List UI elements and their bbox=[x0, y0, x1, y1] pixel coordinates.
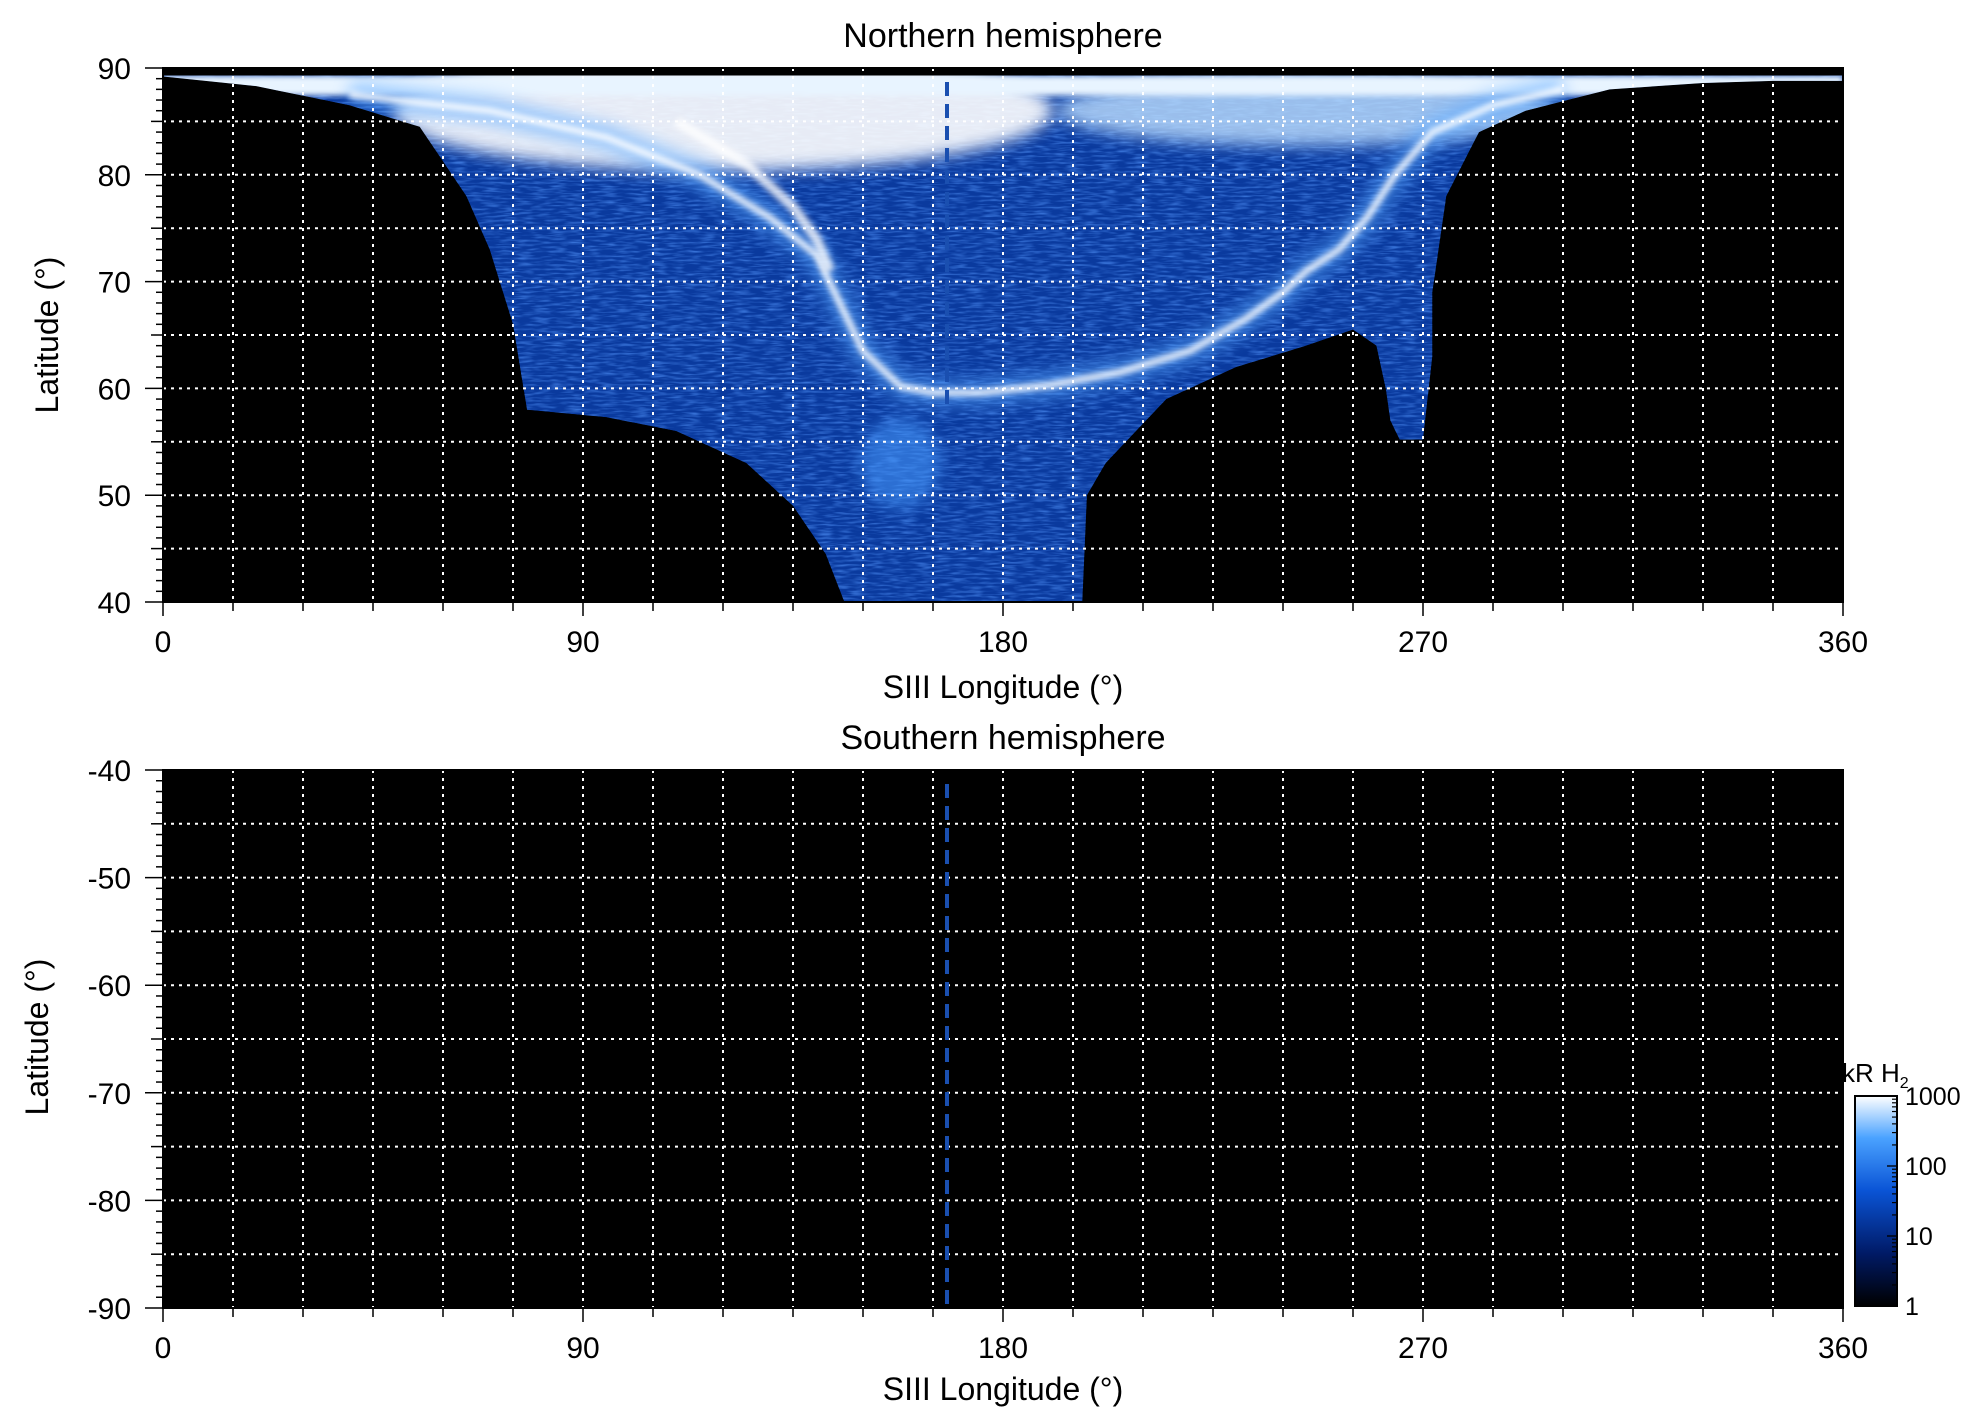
grid-lines bbox=[163, 68, 1843, 602]
y-tick-label: -90 bbox=[88, 1293, 131, 1326]
colorbar-ticks: 1 10 100 1000 bbox=[1887, 1083, 1961, 1321]
x-tick-label: 360 bbox=[1818, 1332, 1868, 1365]
y-tick-label: -60 bbox=[88, 970, 131, 1003]
x-tick-label: 180 bbox=[978, 626, 1028, 659]
y-tick-label: 90 bbox=[98, 53, 131, 86]
colorbar-tick-label: 10 bbox=[1905, 1223, 1933, 1251]
footprint-spot bbox=[860, 418, 941, 509]
colorbar-tick-label: 100 bbox=[1905, 1153, 1947, 1181]
x-ticks: 0 90 180 270 360 bbox=[155, 602, 1868, 659]
x-tick-label: 90 bbox=[566, 1332, 599, 1365]
x-tick-label: 180 bbox=[978, 1332, 1028, 1365]
colorbar-label: kR H2 bbox=[1842, 1058, 1909, 1092]
northern-hemisphere-panel: Northern hemisphere 40 50 60 70 80 90 0 90 180 2… bbox=[29, 17, 1868, 705]
chart-title: Northern hemisphere bbox=[843, 17, 1162, 55]
x-axis-label: SIII Longitude (°) bbox=[883, 669, 1123, 705]
x-ticks: 0 90 180 270 360 bbox=[155, 1308, 1868, 1365]
y-axis-label: Latitude (°) bbox=[19, 959, 55, 1116]
y-tick-label: -70 bbox=[88, 1078, 131, 1111]
x-axis-label: SIII Longitude (°) bbox=[883, 1371, 1123, 1407]
y-tick-label: 60 bbox=[98, 373, 131, 406]
x-tick-label: 0 bbox=[155, 626, 172, 659]
y-tick-label: -80 bbox=[88, 1185, 131, 1218]
y-tick-label: 50 bbox=[98, 480, 131, 513]
x-tick-label: 90 bbox=[566, 626, 599, 659]
colorbar-tick-label: 1000 bbox=[1905, 1083, 1961, 1111]
y-tick-label: -40 bbox=[88, 755, 131, 788]
grid-lines bbox=[163, 770, 1843, 1308]
y-axis-label: Latitude (°) bbox=[29, 257, 65, 414]
colorbar-tick-label: 1 bbox=[1905, 1293, 1919, 1321]
main-oval bbox=[349, 85, 1564, 397]
y-ticks: -90 -80 -70 -60 -50 -40 bbox=[88, 755, 163, 1326]
x-tick-label: 270 bbox=[1398, 1332, 1448, 1365]
x-tick-label: 360 bbox=[1818, 626, 1868, 659]
southern-hemisphere-panel: Southern hemisphere -90 -80 -70 -60 -50 -40 0… bbox=[19, 719, 1868, 1407]
y-tick-label: 80 bbox=[98, 160, 131, 193]
y-tick-label: -50 bbox=[88, 863, 131, 896]
x-tick-label: 0 bbox=[155, 1332, 172, 1365]
colorbar-gradient bbox=[1854, 1095, 1898, 1307]
chart-title: Southern hemisphere bbox=[840, 719, 1165, 757]
y-ticks: 40 50 60 70 80 90 bbox=[98, 53, 163, 620]
y-tick-label: 40 bbox=[98, 587, 131, 620]
x-tick-label: 270 bbox=[1398, 626, 1448, 659]
colorbar: kR H2 1 10 100 1000 bbox=[1842, 1058, 1961, 1321]
y-tick-label: 70 bbox=[98, 267, 131, 300]
